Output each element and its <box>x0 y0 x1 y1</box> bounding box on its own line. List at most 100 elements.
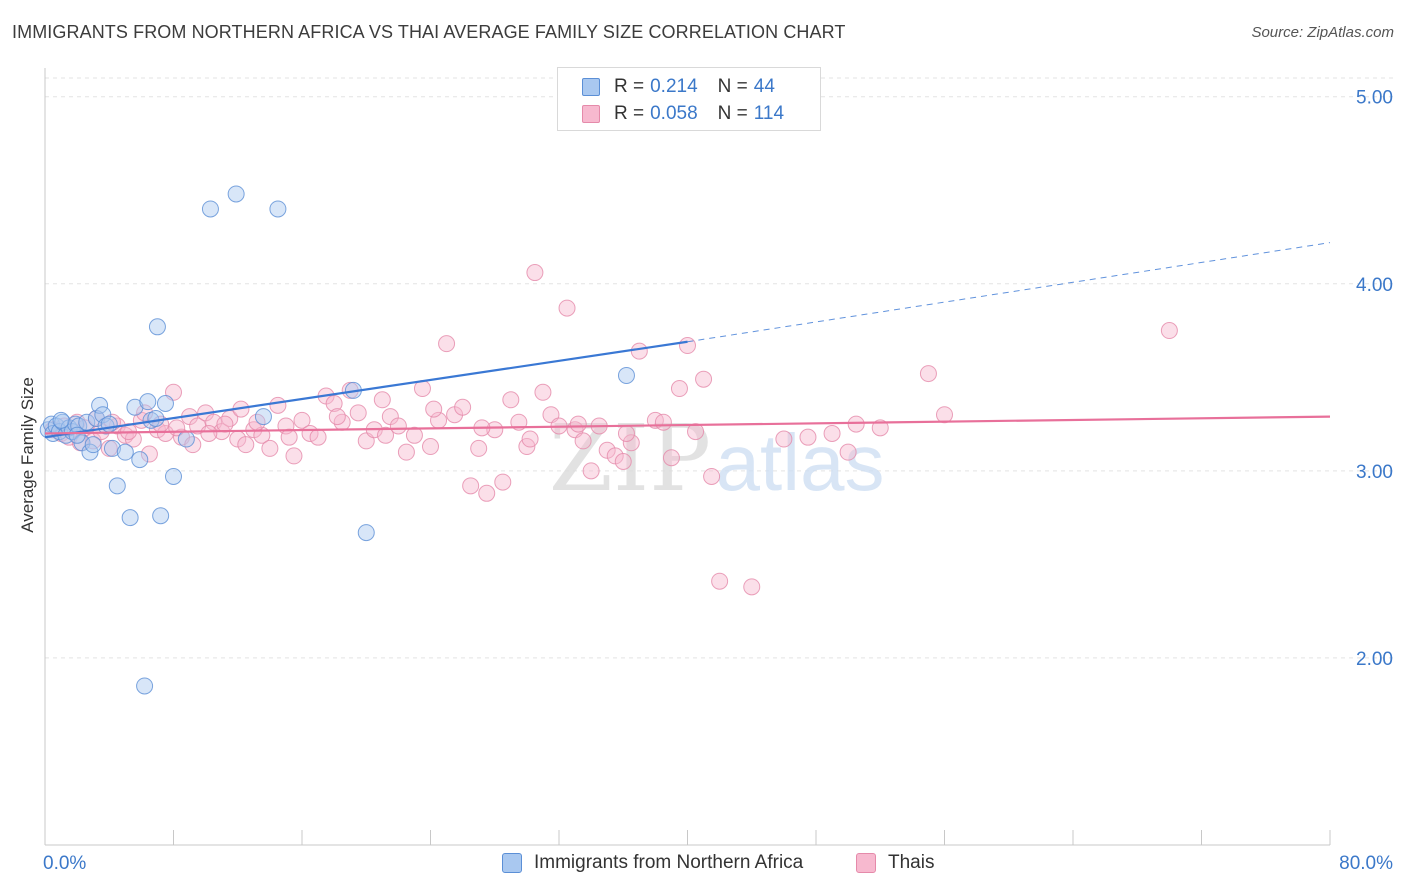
blue-point <box>156 395 174 413</box>
r-label: R = <box>614 103 645 124</box>
blue-point <box>94 406 112 424</box>
legend-row-series2: R = 0.058 N = 114 <box>582 102 784 126</box>
pink-point <box>521 430 539 448</box>
data-points <box>39 185 1178 695</box>
pink-point <box>569 415 587 433</box>
blue-point <box>121 509 139 527</box>
pink-point <box>839 443 857 461</box>
pink-point <box>617 424 635 442</box>
x-tick-label: 80.0% <box>1339 853 1393 874</box>
pink-point <box>325 395 343 413</box>
blue-point <box>269 200 287 218</box>
blue-point <box>136 677 154 695</box>
pink-point <box>574 432 592 450</box>
blue-point <box>147 409 165 427</box>
n-label: N = <box>717 103 748 124</box>
pink-point <box>377 426 395 444</box>
pink-point <box>462 477 480 495</box>
blue-point <box>139 393 157 411</box>
blue-point <box>68 426 86 444</box>
blue-point <box>617 366 635 384</box>
series-legend: Immigrants from Northern Africa Thais <box>0 852 1406 876</box>
pink-point <box>373 391 391 409</box>
pink-point <box>871 419 889 437</box>
r-value: 0.214 <box>650 76 698 97</box>
pink-point <box>703 467 721 485</box>
pink-point <box>438 335 456 353</box>
pink-point <box>630 342 648 360</box>
n-value: 44 <box>753 76 775 97</box>
y-axis-label: Average Family Size <box>18 377 37 533</box>
blue-point <box>116 443 134 461</box>
blue-point <box>52 411 70 429</box>
pink-point <box>349 404 367 422</box>
pink-point <box>919 365 937 383</box>
trend-lines <box>44 242 1331 439</box>
blue-point <box>131 451 149 469</box>
pink-point <box>614 453 632 470</box>
legend-label: Thais <box>888 852 935 873</box>
blue-point <box>103 439 121 457</box>
gridlines <box>45 77 1395 659</box>
pink-point <box>328 408 346 426</box>
watermark-zip: ZIP <box>549 405 711 512</box>
y-tick-label: 3.00 <box>1356 462 1393 483</box>
pink-point <box>622 434 640 452</box>
y-tick-label: 2.00 <box>1356 649 1393 670</box>
tick-labels: 2.00 3.00 4.00 5.00 0.0% 80.0% <box>43 88 1393 874</box>
pink-point <box>140 445 158 463</box>
legend-swatch-pink <box>856 853 876 873</box>
pink-point <box>470 439 488 457</box>
blue-point <box>165 467 182 485</box>
pink-point <box>478 484 496 502</box>
stats-legend: R = 0.214 N = 44 R = 0.058 N = 114 <box>557 67 821 131</box>
pink-point <box>654 413 672 431</box>
pink-point <box>486 421 504 439</box>
pink-point <box>397 443 415 461</box>
pink-point <box>422 438 439 456</box>
pink-point <box>293 411 311 429</box>
pink-point <box>526 264 544 282</box>
blue-trend-line <box>44 340 688 439</box>
pink-point <box>823 424 841 442</box>
blue-point <box>91 396 109 414</box>
blue-point <box>227 185 245 203</box>
blue-point <box>357 524 375 542</box>
pink-point <box>670 380 688 398</box>
blue-trend-extension <box>687 242 1331 343</box>
y-tick-label: 4.00 <box>1356 275 1393 296</box>
pink-point <box>494 473 512 491</box>
pink-point <box>662 449 680 467</box>
pink-point <box>269 396 287 414</box>
blue-point <box>126 398 144 416</box>
legend-item-thais[interactable]: Thais <box>856 852 934 874</box>
legend-row-series1: R = 0.214 N = 44 <box>582 75 775 99</box>
source-label: Source: ZipAtlas.com <box>1251 24 1394 41</box>
pink-point <box>285 447 303 465</box>
blue-point <box>177 430 195 448</box>
pink-point <box>309 428 327 446</box>
pink-point <box>405 426 423 444</box>
pink-point <box>743 578 761 596</box>
legend-swatch-blue <box>502 853 522 873</box>
pink-point <box>534 383 552 401</box>
pink-point <box>711 572 729 590</box>
blue-point <box>84 436 102 454</box>
y-tick-label: 5.00 <box>1356 88 1393 109</box>
legend-swatch-blue <box>582 78 600 96</box>
pink-point <box>847 415 865 433</box>
legend-item-northern-africa[interactable]: Immigrants from Northern Africa <box>502 852 803 874</box>
blue-point <box>100 415 118 433</box>
pink-point <box>237 436 255 454</box>
blue-point <box>108 477 126 495</box>
blue-point <box>201 200 219 218</box>
legend-swatch-pink <box>582 105 600 123</box>
pink-point <box>1160 322 1178 340</box>
blue-point <box>254 408 272 426</box>
r-label: R = <box>614 76 645 97</box>
pink-point <box>775 430 793 448</box>
blue-point <box>152 507 170 525</box>
pink-point <box>216 415 234 433</box>
pink-point <box>280 428 298 446</box>
